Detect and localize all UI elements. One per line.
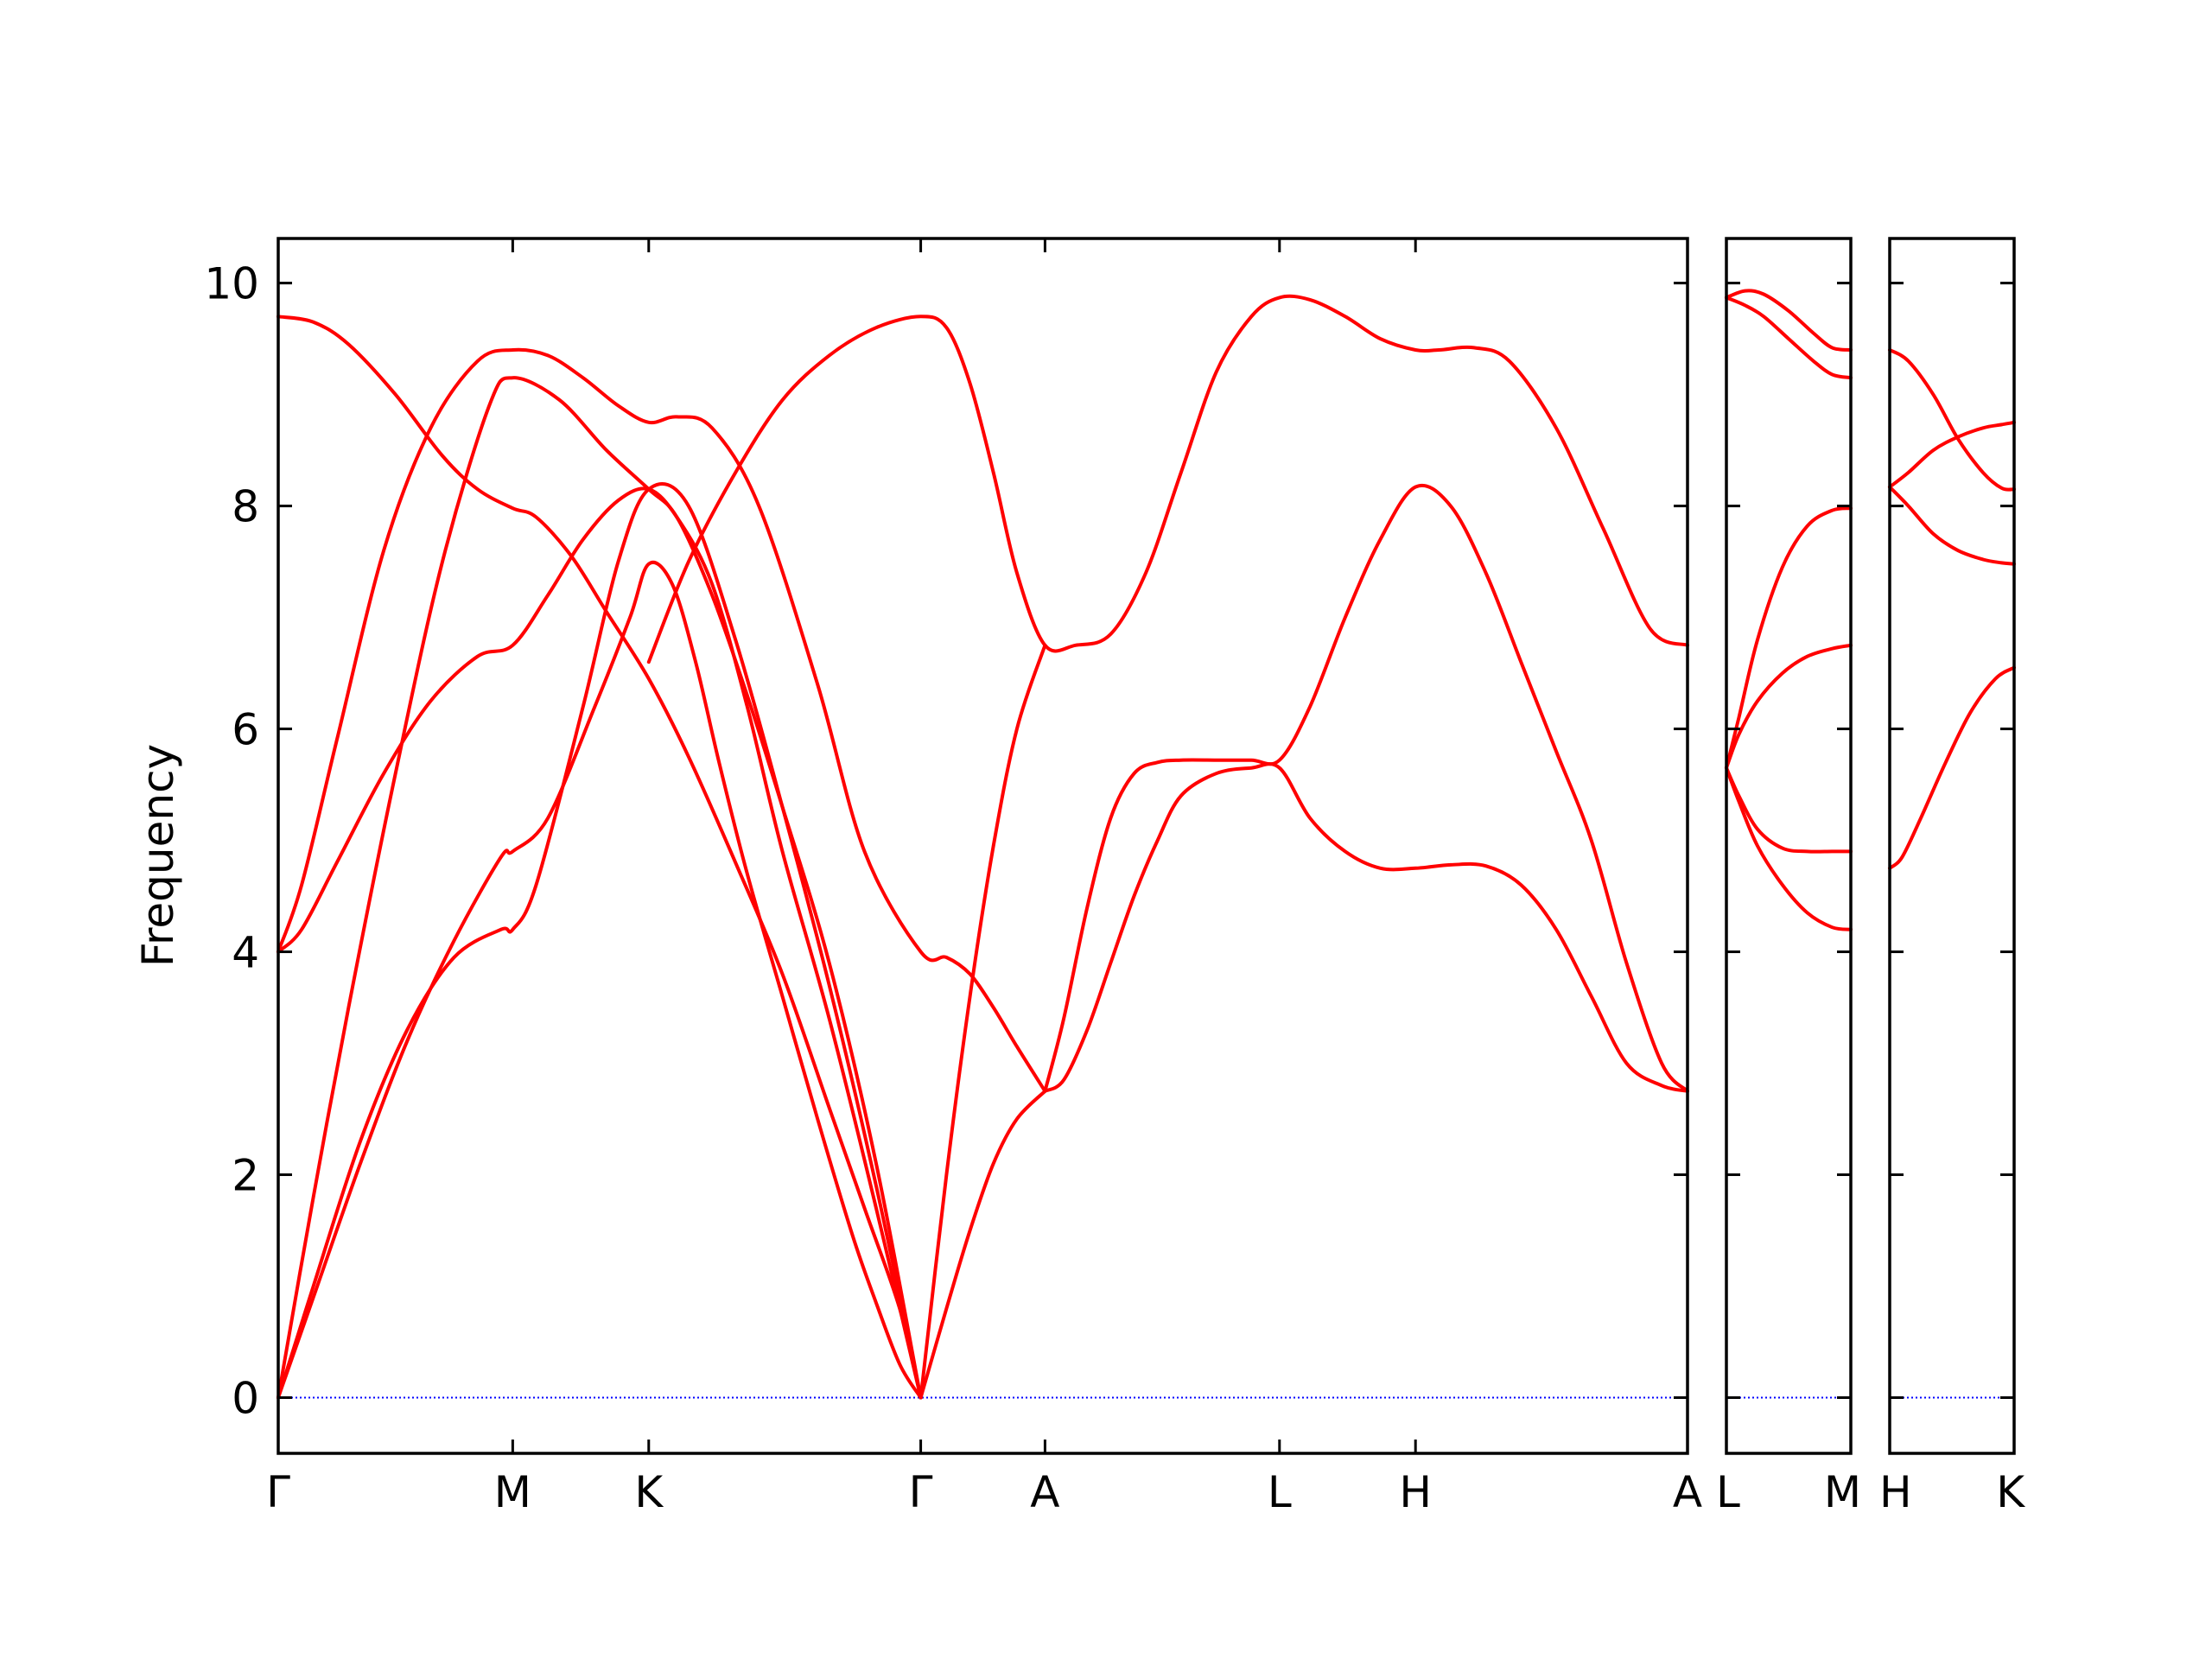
band-line (1725, 296, 1853, 380)
band-line (1043, 762, 1689, 1093)
x-tick-label: Γ (266, 1467, 290, 1517)
y-tick-label: 8 (232, 482, 259, 532)
band-line (918, 643, 1047, 1400)
x-tick-label: Γ (909, 1467, 933, 1517)
band-line (1725, 643, 1853, 770)
x-tick-label: H (1879, 1467, 1912, 1517)
band-line (646, 294, 1689, 664)
x-tick-label: A (1030, 1467, 1059, 1517)
x-tick-label: H (1399, 1467, 1432, 1517)
x-tick-label: K (634, 1467, 664, 1517)
plot-frame (1888, 237, 2016, 1455)
band-line (1725, 289, 1853, 352)
band-line (1888, 348, 2016, 492)
band-line (1043, 484, 1689, 1093)
plot-frame (276, 237, 1689, 1455)
x-tick-label: A (1673, 1467, 1702, 1517)
panel-1: 0 2 4 6 8 10 Γ M K Γ A L H A (204, 237, 1702, 1517)
band-line (276, 315, 923, 1400)
band-line (276, 347, 1047, 1093)
band-line (276, 376, 923, 1400)
x-tick-label: M (494, 1467, 531, 1517)
band-line (1888, 665, 2016, 870)
y-tick-label: 10 (204, 259, 259, 309)
band-line (1725, 766, 1853, 854)
band-line (1725, 506, 1853, 770)
y-tick-label: 0 (232, 1374, 259, 1424)
band-line (1888, 420, 2016, 489)
x-tick-label: K (1996, 1467, 2025, 1517)
band-line (276, 560, 923, 1400)
y-tick-label: 4 (232, 928, 259, 978)
x-tick-label: L (1268, 1467, 1292, 1517)
y-tick-label: 2 (232, 1151, 259, 1201)
x-tick-label: M (1824, 1467, 1861, 1517)
y-axis-label: Frequency (133, 744, 183, 967)
y-tick-label: 6 (232, 705, 259, 755)
band-line (1725, 766, 1853, 931)
x-tick-label: L (1716, 1467, 1740, 1517)
plot-frame (1725, 237, 1853, 1455)
band-line (1888, 485, 2016, 566)
band-line (276, 486, 923, 1400)
band-line (918, 1089, 1047, 1400)
